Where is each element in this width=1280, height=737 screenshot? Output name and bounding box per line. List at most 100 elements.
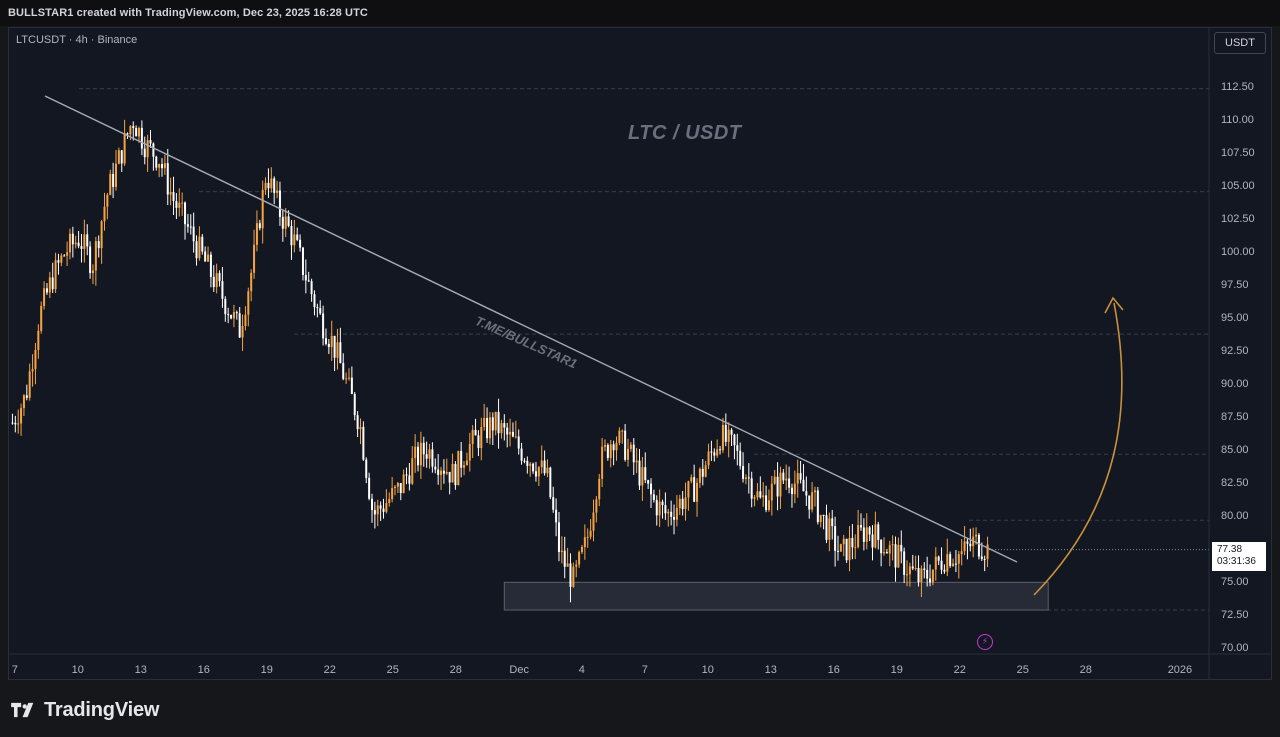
candle-body xyxy=(414,446,417,459)
price-tick-label: 85.00 xyxy=(1221,444,1249,456)
candle-body xyxy=(802,479,805,492)
chart-pane[interactable]: 70.0072.5075.0077.5080.0082.5085.0087.50… xyxy=(8,27,1272,680)
candle-body xyxy=(230,315,233,319)
candle-body xyxy=(960,551,963,555)
candles-layer xyxy=(11,119,989,603)
candle-body xyxy=(816,490,819,523)
trendline xyxy=(44,95,1018,563)
candle-body xyxy=(488,417,491,439)
candle-body xyxy=(497,411,500,434)
candle-body xyxy=(376,505,379,515)
candle-body xyxy=(350,377,353,394)
candle-body xyxy=(474,429,477,436)
candle-body xyxy=(650,483,653,495)
candle-body xyxy=(324,338,327,344)
candle-body xyxy=(71,233,74,245)
candle-body xyxy=(394,486,397,489)
candle-body xyxy=(97,241,100,249)
candle-body xyxy=(411,458,414,484)
candle-body xyxy=(434,466,437,470)
candle-body xyxy=(954,563,957,565)
candle-body xyxy=(301,247,304,275)
tradingview-logo[interactable]: TradingView xyxy=(10,698,159,722)
candle-body xyxy=(241,326,244,338)
candle-body xyxy=(854,547,857,549)
candle-body xyxy=(175,200,178,208)
candle-body xyxy=(756,491,759,498)
candle-body xyxy=(621,430,624,432)
candle-body xyxy=(428,449,431,459)
candle-body xyxy=(770,483,773,501)
candle-body xyxy=(773,476,776,484)
candle-body xyxy=(460,450,463,468)
candle-body xyxy=(172,192,175,201)
candle-body xyxy=(894,544,897,568)
candle-body xyxy=(543,460,546,474)
currency-button[interactable]: USDT xyxy=(1214,32,1266,54)
candle-body xyxy=(900,544,903,552)
candle-body xyxy=(767,500,770,510)
lightning-alert-icon[interactable]: ⚡ xyxy=(977,634,993,650)
candle-body xyxy=(563,550,566,567)
time-tick-label: 16 xyxy=(198,664,210,676)
candle-body xyxy=(477,435,480,449)
candle-body xyxy=(365,459,368,478)
price-tick-label: 107.50 xyxy=(1221,147,1255,159)
candle-body xyxy=(799,473,802,480)
candle-body xyxy=(557,522,560,553)
time-tick-label: 28 xyxy=(1080,664,1092,676)
candle-body xyxy=(626,448,630,460)
candle-body xyxy=(227,314,230,316)
candle-body xyxy=(451,463,454,483)
candle-body xyxy=(316,307,319,309)
candle-body xyxy=(911,566,914,569)
candle-body xyxy=(140,127,143,149)
candle-body xyxy=(903,551,906,575)
candle-body xyxy=(819,514,822,523)
candle-body xyxy=(463,465,466,468)
candle-body xyxy=(20,408,23,424)
candle-body xyxy=(129,126,132,135)
candle-body xyxy=(828,518,831,540)
candle-body xyxy=(805,491,808,496)
price-tick-label: 90.00 xyxy=(1221,378,1249,390)
projection-arrow xyxy=(1033,302,1123,596)
last-price-value: 77.38 xyxy=(1217,544,1243,555)
candle-body xyxy=(825,515,828,540)
candle-body xyxy=(500,423,503,434)
candle-body xyxy=(603,445,606,447)
candle-body xyxy=(704,465,707,477)
candle-body xyxy=(957,554,960,564)
price-tick-label: 112.50 xyxy=(1221,81,1254,93)
candle-body xyxy=(399,483,402,494)
time-tick-label: 7 xyxy=(642,664,648,676)
time-tick-label: 22 xyxy=(324,664,336,676)
candle-body xyxy=(135,128,138,137)
time-tick-label: Dec xyxy=(509,664,529,676)
time-tick-label: 10 xyxy=(702,664,714,676)
candle-body xyxy=(155,156,158,168)
candle-body xyxy=(238,313,241,338)
candle-body xyxy=(218,273,221,282)
candle-body xyxy=(457,450,460,486)
candle-body xyxy=(235,312,238,314)
candle-body xyxy=(437,469,440,475)
support-zone xyxy=(503,581,1049,611)
candle-body xyxy=(63,255,66,257)
candle-body xyxy=(347,377,350,379)
candle-body xyxy=(765,495,768,510)
grid-layer xyxy=(79,88,1209,611)
candle-body xyxy=(552,497,555,510)
candle-body xyxy=(28,371,31,398)
candle-body xyxy=(586,536,589,538)
candle-body xyxy=(74,242,77,245)
candle-body xyxy=(425,454,428,459)
candle-body xyxy=(831,518,834,527)
header-text: BULLSTAR1 created with TradingView.com, … xyxy=(8,7,368,19)
candle-body xyxy=(480,426,483,449)
candle-body xyxy=(126,133,129,135)
chart-canvas[interactable]: 70.0072.5075.0077.5080.0082.5085.0087.50… xyxy=(9,28,1271,679)
candle-body xyxy=(51,277,54,290)
candle-body xyxy=(204,251,207,262)
candle-body xyxy=(920,568,923,583)
